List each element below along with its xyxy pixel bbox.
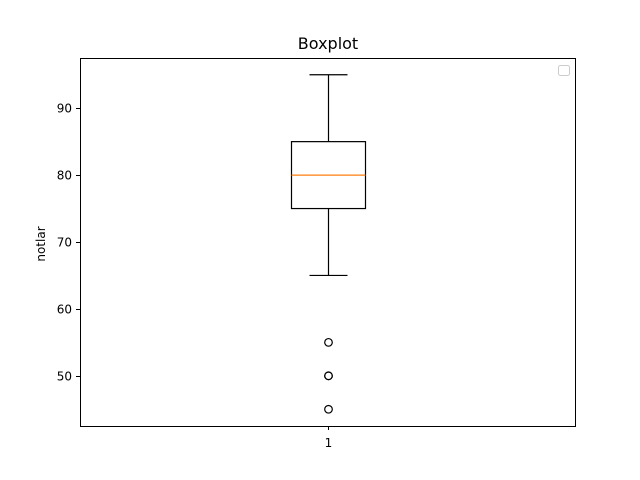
y-tick-label: 80 [57, 169, 72, 183]
outlier-point [324, 404, 333, 414]
x-tick-label: 1 [325, 436, 333, 450]
outlier-point [324, 371, 333, 381]
legend-box [558, 65, 570, 76]
y-tick-label: 70 [57, 236, 72, 250]
chart-title: Boxplot [298, 34, 358, 53]
plot-area [290, 74, 367, 414]
y-tick-label: 60 [57, 303, 72, 317]
y-axis-label: notlar [34, 226, 48, 261]
outlier-point [324, 337, 333, 347]
y-tick-label: 90 [57, 102, 72, 116]
y-tick-label: 50 [57, 370, 72, 384]
